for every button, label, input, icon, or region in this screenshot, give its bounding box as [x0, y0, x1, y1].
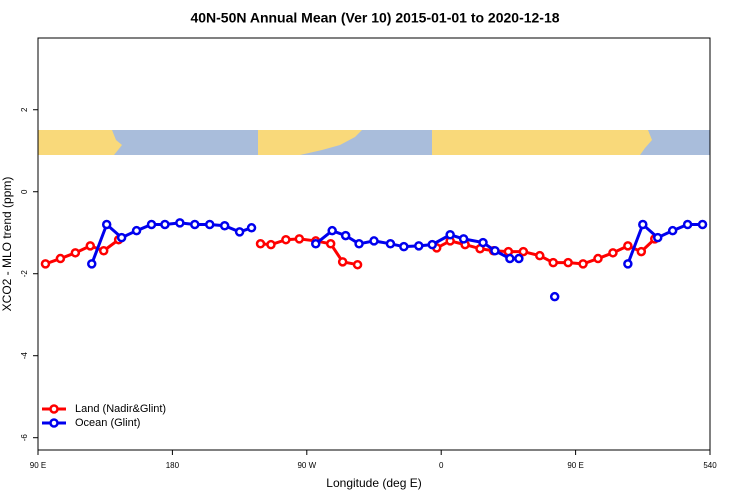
- y-tick-label: 0: [20, 189, 29, 194]
- series-line: [436, 237, 656, 266]
- data-point: [414, 241, 424, 251]
- data-point: [505, 253, 515, 264]
- x-tick-label: 0: [439, 461, 444, 470]
- land-area: [432, 130, 652, 155]
- map-strip: [38, 130, 710, 155]
- data-point: [563, 257, 573, 268]
- data-point: [352, 259, 363, 270]
- data-point: [255, 239, 266, 249]
- y-tick-label: -6: [20, 434, 29, 442]
- data-point: [325, 239, 336, 249]
- data-point: [593, 253, 603, 264]
- series-line: [626, 221, 703, 265]
- data-point: [549, 291, 560, 302]
- legend-label: Land (Nadir&Glint): [75, 403, 166, 415]
- data-point: [458, 234, 469, 244]
- data-point: [175, 218, 185, 228]
- data-point: [636, 246, 647, 257]
- data-point: [146, 219, 157, 230]
- data-point: [514, 253, 524, 264]
- data-point: [98, 246, 109, 256]
- data-point: [548, 257, 558, 268]
- plot-frame: [37, 37, 711, 451]
- data-point: [697, 219, 708, 230]
- data-point: [478, 237, 488, 248]
- x-tick-label: 90 E: [567, 461, 583, 470]
- data-point: [623, 259, 633, 269]
- x-tick-label: 180: [166, 461, 180, 470]
- data-point: [354, 239, 364, 249]
- y-tick-label: -4: [20, 352, 29, 360]
- y-tick-label: -2: [20, 270, 29, 278]
- data-point: [219, 221, 230, 231]
- data-point: [337, 257, 348, 267]
- data-point: [327, 225, 337, 236]
- data-point: [623, 241, 633, 251]
- data-point: [638, 219, 648, 230]
- data-point: [70, 248, 81, 258]
- chart-title: 40N-50N Annual Mean (Ver 10) 2015-01-01 …: [190, 10, 559, 26]
- data-point: [234, 227, 245, 237]
- data-point: [445, 230, 455, 240]
- data-point: [101, 219, 112, 230]
- data-point: [608, 248, 618, 258]
- legend-marker: [49, 404, 59, 414]
- data-point: [87, 259, 97, 269]
- data-point: [369, 236, 379, 246]
- data-point: [85, 241, 96, 251]
- data-point: [281, 234, 291, 245]
- data-point: [652, 232, 663, 243]
- x-axis-label: Longitude (deg E): [326, 476, 421, 490]
- data-point: [578, 259, 588, 269]
- x-tick-label: 90 E: [30, 461, 46, 470]
- x-tick-label: 540: [703, 461, 717, 470]
- data-point: [116, 232, 127, 243]
- legend-marker: [49, 418, 59, 428]
- data-point: [190, 219, 200, 230]
- legend-label: Ocean (Glint): [75, 417, 140, 429]
- data-point: [427, 239, 437, 250]
- land-area: [258, 130, 362, 155]
- data-point: [40, 259, 51, 269]
- data-point: [160, 219, 170, 230]
- data-point: [399, 241, 409, 252]
- land-area: [38, 130, 122, 155]
- x-tick-label: 90 W: [297, 461, 316, 470]
- data-point: [682, 219, 693, 230]
- data-point: [385, 239, 396, 249]
- data-point: [490, 246, 500, 256]
- data-point: [518, 246, 529, 257]
- data-point: [266, 239, 276, 250]
- data-point: [294, 234, 305, 244]
- data-point: [311, 239, 321, 249]
- data-point: [340, 230, 351, 241]
- data-point: [131, 225, 142, 236]
- data-point: [535, 250, 545, 261]
- y-axis-label: XCO2 - MLO trend (ppm): [0, 177, 14, 312]
- data-point: [667, 225, 678, 236]
- y-tick-label: 2: [20, 107, 29, 112]
- data-point: [55, 253, 66, 264]
- data-point: [204, 219, 215, 230]
- data-point: [246, 223, 257, 233]
